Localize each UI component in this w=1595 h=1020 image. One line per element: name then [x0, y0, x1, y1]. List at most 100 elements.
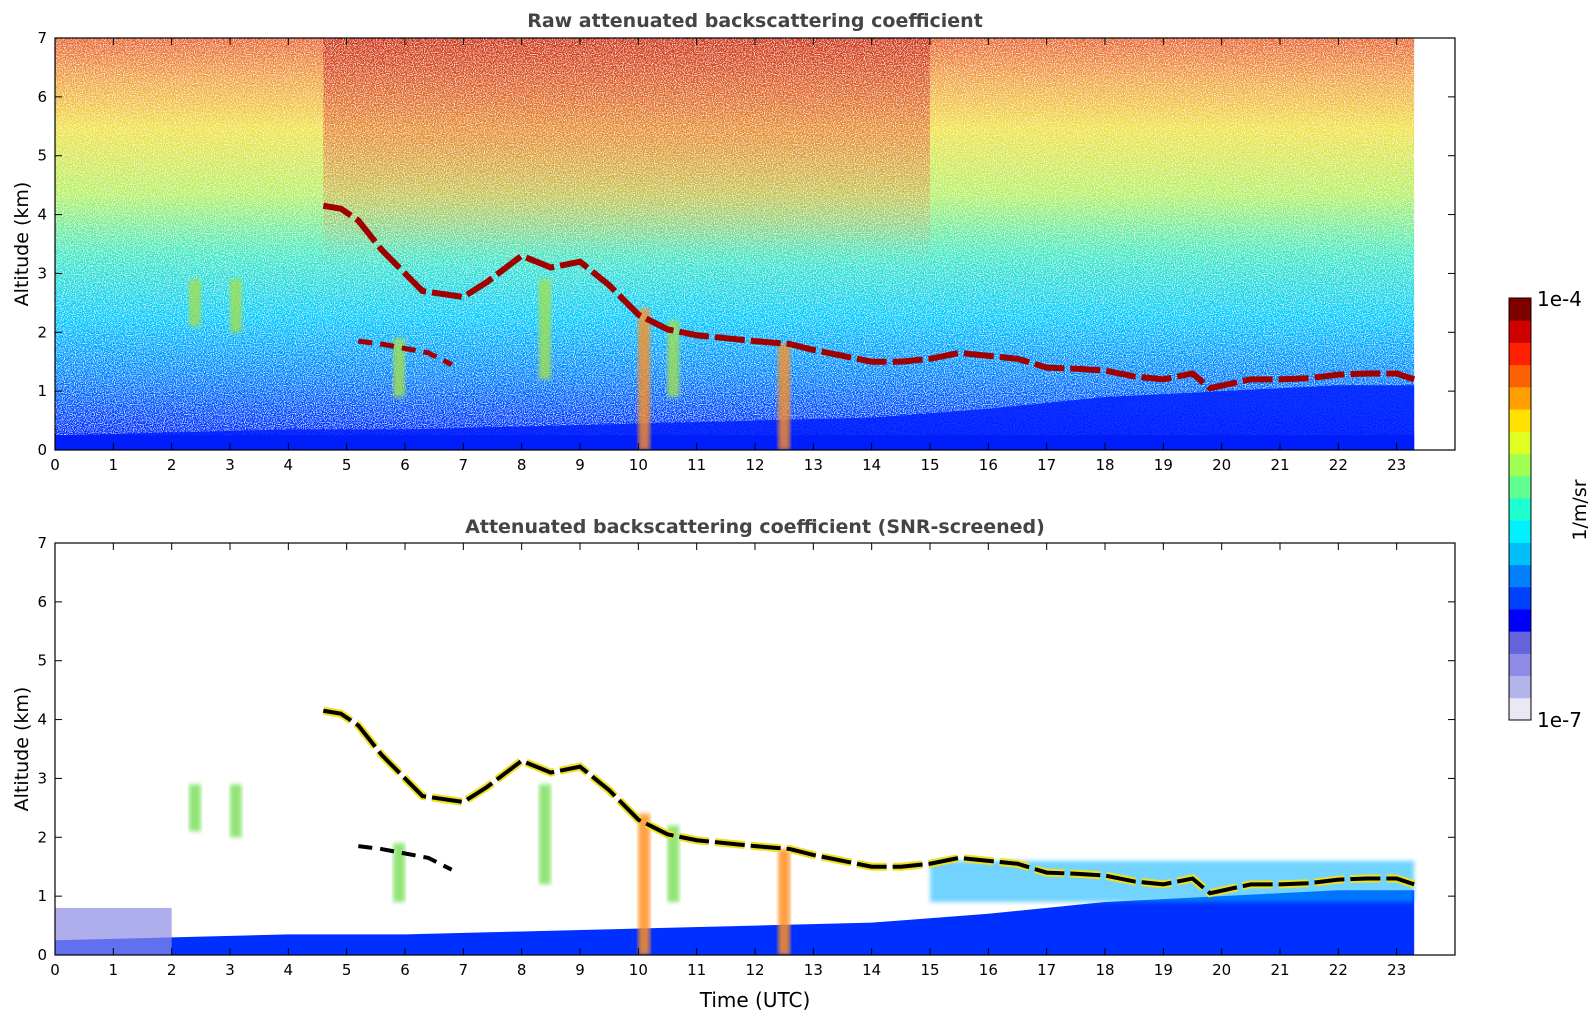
virga-streak: [778, 849, 791, 955]
y-tick-label: 6: [37, 88, 47, 106]
x-tick-label: 22: [1329, 456, 1348, 474]
y-tick-label: 0: [37, 946, 47, 964]
x-tick-label: 8: [517, 961, 527, 979]
bottom-x-axis-label: Time (UTC): [699, 988, 811, 1012]
x-tick-label: 9: [575, 456, 585, 474]
x-tick-label: 20: [1212, 456, 1231, 474]
y-tick-label: 7: [37, 29, 47, 47]
colorbar-step: [1509, 558, 1531, 566]
colorbar-step: [1509, 514, 1531, 521]
colorbar-step: [1509, 603, 1531, 610]
y-tick-label: 3: [37, 769, 47, 787]
colorbar-step: [1509, 431, 1531, 438]
x-tick-label: 13: [804, 961, 823, 979]
top-heatmap: [55, 38, 1416, 450]
colorbar-step: [1509, 420, 1531, 427]
top-y-axis-label: Altitude (km): [11, 182, 33, 307]
x-tick-label: 22: [1329, 961, 1348, 979]
colorbar-step: [1509, 697, 1531, 704]
y-tick-label: 5: [37, 652, 47, 670]
x-tick-label: 8: [517, 456, 527, 474]
colorbar-step: [1509, 586, 1531, 593]
y-tick-label: 1: [37, 382, 47, 400]
bottom-title: Attenuated backscattering coefficient (S…: [465, 516, 1045, 538]
colorbar-step: [1509, 608, 1531, 615]
colorbar-step: [1509, 414, 1531, 421]
x-tick-label: 7: [459, 961, 469, 979]
colorbar-step: [1509, 675, 1531, 682]
colorbar-step: [1509, 692, 1531, 699]
colorbar-step: [1509, 614, 1531, 621]
x-tick-label: 10: [629, 961, 648, 979]
x-tick-label: 16: [979, 961, 998, 979]
y-tick-label: 4: [37, 711, 47, 729]
cloud-layer: [322, 202, 1416, 392]
colorbar-step: [1509, 481, 1531, 488]
colorbar-step: [1509, 647, 1531, 654]
y-tick-label: 5: [37, 147, 47, 165]
colorbar-scale: [1509, 298, 1531, 721]
colorbar-step: [1509, 492, 1531, 499]
colorbar-step: [1509, 375, 1531, 382]
colorbar-step: [1509, 325, 1531, 332]
colorbar-step: [1509, 459, 1531, 466]
colorbar-step: [1509, 381, 1531, 388]
colorbar-step: [1509, 575, 1531, 582]
colorbar-step: [1509, 336, 1531, 343]
colorbar-step: [1509, 620, 1531, 627]
colorbar-step: [1509, 670, 1531, 677]
colorbar-step: [1509, 592, 1531, 599]
y-tick-label: 0: [37, 441, 47, 459]
secondary-cloud-layer: [358, 844, 453, 872]
colorbar-step: [1509, 653, 1531, 660]
virga-streak: [189, 279, 201, 327]
colorbar-step: [1509, 703, 1531, 710]
x-tick-label: 10: [629, 456, 648, 474]
virga-streak: [393, 843, 406, 903]
colorbar-step: [1509, 486, 1531, 493]
x-tick-label: 20: [1212, 961, 1231, 979]
colorbar-step: [1509, 303, 1531, 310]
colorbar-step: [1509, 536, 1531, 543]
colorbar-step: [1509, 470, 1531, 477]
colorbar-step: [1509, 553, 1531, 560]
virga-streak: [229, 784, 242, 838]
colorbar-step: [1509, 347, 1531, 355]
x-tick-label: 11: [687, 456, 706, 474]
colorbar-step: [1509, 509, 1531, 516]
x-tick-label: 13: [804, 456, 823, 474]
virga-streak: [667, 825, 680, 903]
x-tick-label: 3: [225, 456, 235, 474]
x-tick-label: 2: [167, 456, 177, 474]
bottom-panel: Attenuated backscattering coefficient (S…: [11, 516, 1456, 1012]
x-tick-label: 1: [109, 961, 119, 979]
x-tick-label: 0: [50, 961, 60, 979]
top-x-axis: 0 1 2 3 4 5 6 7 8 9 10 11 12 13 14 15 16 17 18 19 20 21 22 23: [50, 38, 1406, 474]
x-tick-label: 4: [284, 456, 294, 474]
colorbar-step: [1509, 409, 1531, 416]
colorbar-step: [1509, 664, 1531, 671]
x-tick-label: 21: [1270, 456, 1289, 474]
virga-streak: [539, 784, 551, 885]
virga-streak: [638, 308, 651, 450]
x-tick-label: 17: [1037, 961, 1056, 979]
colorbar-step: [1509, 520, 1531, 527]
y-tick-label: 3: [37, 264, 47, 282]
colorbar-step: [1509, 642, 1531, 649]
colorbar-step: [1509, 570, 1531, 577]
x-tick-label: 18: [1095, 456, 1114, 474]
colorbar-step: [1509, 658, 1531, 665]
y-tick-label: 4: [37, 206, 47, 224]
colorbar: 1e-4 1e-7 1/m/sr: [1508, 287, 1591, 732]
virga-streak: [189, 784, 201, 832]
colorbar-step: [1509, 403, 1531, 410]
x-tick-label: 12: [745, 961, 764, 979]
colorbar-step: [1509, 475, 1531, 482]
colorbar-step: [1509, 425, 1531, 432]
x-tick-label: 12: [745, 456, 764, 474]
colorbar-step: [1509, 309, 1531, 316]
colorbar-step: [1509, 581, 1531, 588]
bottom-y-axis: 0 1 2 3 4 5 6 7: [37, 534, 1455, 964]
colorbar-step: [1509, 503, 1531, 510]
